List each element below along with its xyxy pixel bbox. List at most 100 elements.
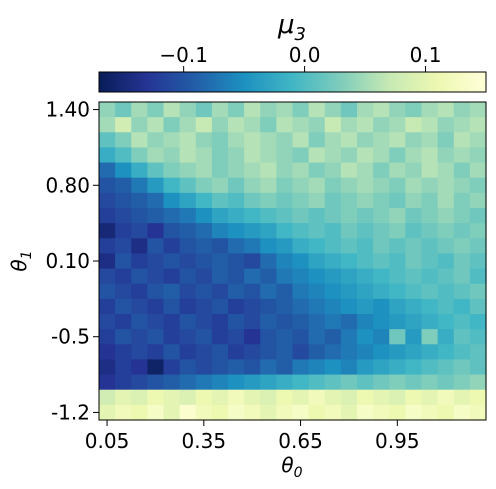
heatmap-cell [292, 374, 310, 391]
heatmap-cell [260, 162, 277, 179]
heatmap-cell [211, 268, 229, 285]
heatmap-cell [276, 374, 294, 391]
heatmap-cell [147, 283, 165, 300]
heatmap-cell [292, 389, 310, 406]
heatmap-cell [211, 223, 229, 239]
y-tick-label: 0.80 [45, 173, 90, 197]
heatmap-cell [163, 253, 181, 270]
heatmap-cell [99, 283, 116, 300]
heatmap-cell [179, 404, 197, 421]
heatmap-cell [131, 404, 148, 421]
heatmap-cell [228, 359, 245, 376]
heatmap-cell [179, 298, 197, 315]
heatmap-cell [260, 253, 277, 270]
heatmap-cell [179, 329, 197, 345]
heatmap-cell [260, 268, 277, 285]
heatmap-cell [244, 268, 261, 285]
heatmap-cell [437, 238, 455, 255]
heatmap-cell [195, 132, 213, 149]
heatmap-cell [99, 208, 116, 224]
heatmap-cell [115, 132, 132, 149]
heatmap-cell [324, 329, 342, 345]
heatmap-cell [115, 192, 132, 209]
heatmap-cell [276, 253, 294, 270]
heatmap-cell [228, 329, 245, 345]
heatmap-cell [437, 283, 455, 300]
colorbar-gradient [98, 71, 487, 93]
heatmap-cell [99, 329, 116, 345]
heatmap-cell [373, 314, 390, 330]
heatmap-cell [131, 132, 148, 149]
heatmap-cell [292, 192, 310, 209]
heatmap-cell [244, 177, 261, 194]
heatmap-cell [195, 314, 213, 330]
heatmap-cell [179, 223, 197, 239]
heatmap-cell [276, 117, 294, 133]
heatmap-cell [373, 253, 390, 270]
heatmap-cell [131, 208, 148, 224]
heatmap-cell [357, 253, 374, 270]
heatmap-cell [389, 132, 406, 149]
heatmap-cell [211, 132, 229, 149]
heatmap-cell [163, 102, 181, 118]
heatmap-cell [437, 253, 455, 270]
heatmap-cell [373, 177, 390, 194]
heatmap-cell [115, 268, 132, 285]
heatmap-cell [324, 374, 342, 391]
heatmap-cell [405, 283, 423, 300]
heatmap-cell [340, 329, 358, 345]
heatmap-cell [340, 298, 358, 315]
heatmap-cell [389, 389, 406, 406]
heatmap-cell [469, 223, 487, 239]
heatmap-cell [131, 389, 148, 406]
heatmap-cell [308, 344, 326, 361]
heatmap-cell [276, 283, 294, 300]
x-tick-label: 0.95 [375, 429, 420, 453]
heatmap-cell [147, 344, 165, 361]
heatmap-cell [211, 344, 229, 361]
heatmap-cell [115, 404, 132, 421]
heatmap-cell [357, 192, 374, 209]
heatmap-cell [389, 253, 406, 270]
heatmap-cell [324, 253, 342, 270]
heatmap-cell [421, 162, 439, 179]
heatmap-cell [147, 268, 165, 285]
heatmap-cell [228, 404, 245, 421]
heatmap-cell [179, 147, 197, 164]
heatmap-cell [340, 404, 358, 421]
heatmap-cell [437, 329, 455, 345]
heatmap-cell [469, 132, 487, 149]
heatmap-cell [340, 177, 358, 194]
heatmap-cell [389, 344, 406, 361]
heatmap-cell [195, 404, 213, 421]
heatmap-cell [453, 147, 471, 164]
heatmap-cell [115, 162, 132, 179]
heatmap-cells [99, 102, 487, 421]
heatmap-cell [437, 314, 455, 330]
heatmap-cell [469, 404, 487, 421]
heatmap-cell [453, 132, 471, 149]
heatmap-cell [308, 238, 326, 255]
heatmap-cell [99, 359, 116, 376]
heatmap-cell [147, 102, 165, 118]
heatmap-cell [195, 223, 213, 239]
x-tick-label: 0.65 [278, 429, 323, 453]
heatmap-cell [324, 223, 342, 239]
heatmap-cell [389, 177, 406, 194]
heatmap-cell [99, 162, 116, 179]
heatmap-cell [228, 314, 245, 330]
heatmap-cell [211, 359, 229, 376]
heatmap-cell [179, 208, 197, 224]
y-axis-ticks: 1.40 0.80 0.10 -0.5 -1.2 [45, 98, 99, 424]
heatmap-cell [373, 102, 390, 118]
heatmap-cell [389, 223, 406, 239]
heatmap-cell [179, 177, 197, 194]
heatmap-cell [115, 117, 132, 133]
heatmap-cell [357, 102, 374, 118]
heatmap-cell [373, 192, 390, 209]
heatmap-cell [421, 102, 439, 118]
heatmap-cell [292, 102, 310, 118]
heatmap-cell [308, 329, 326, 345]
heatmap-cell [421, 344, 439, 361]
heatmap-cell [437, 192, 455, 209]
